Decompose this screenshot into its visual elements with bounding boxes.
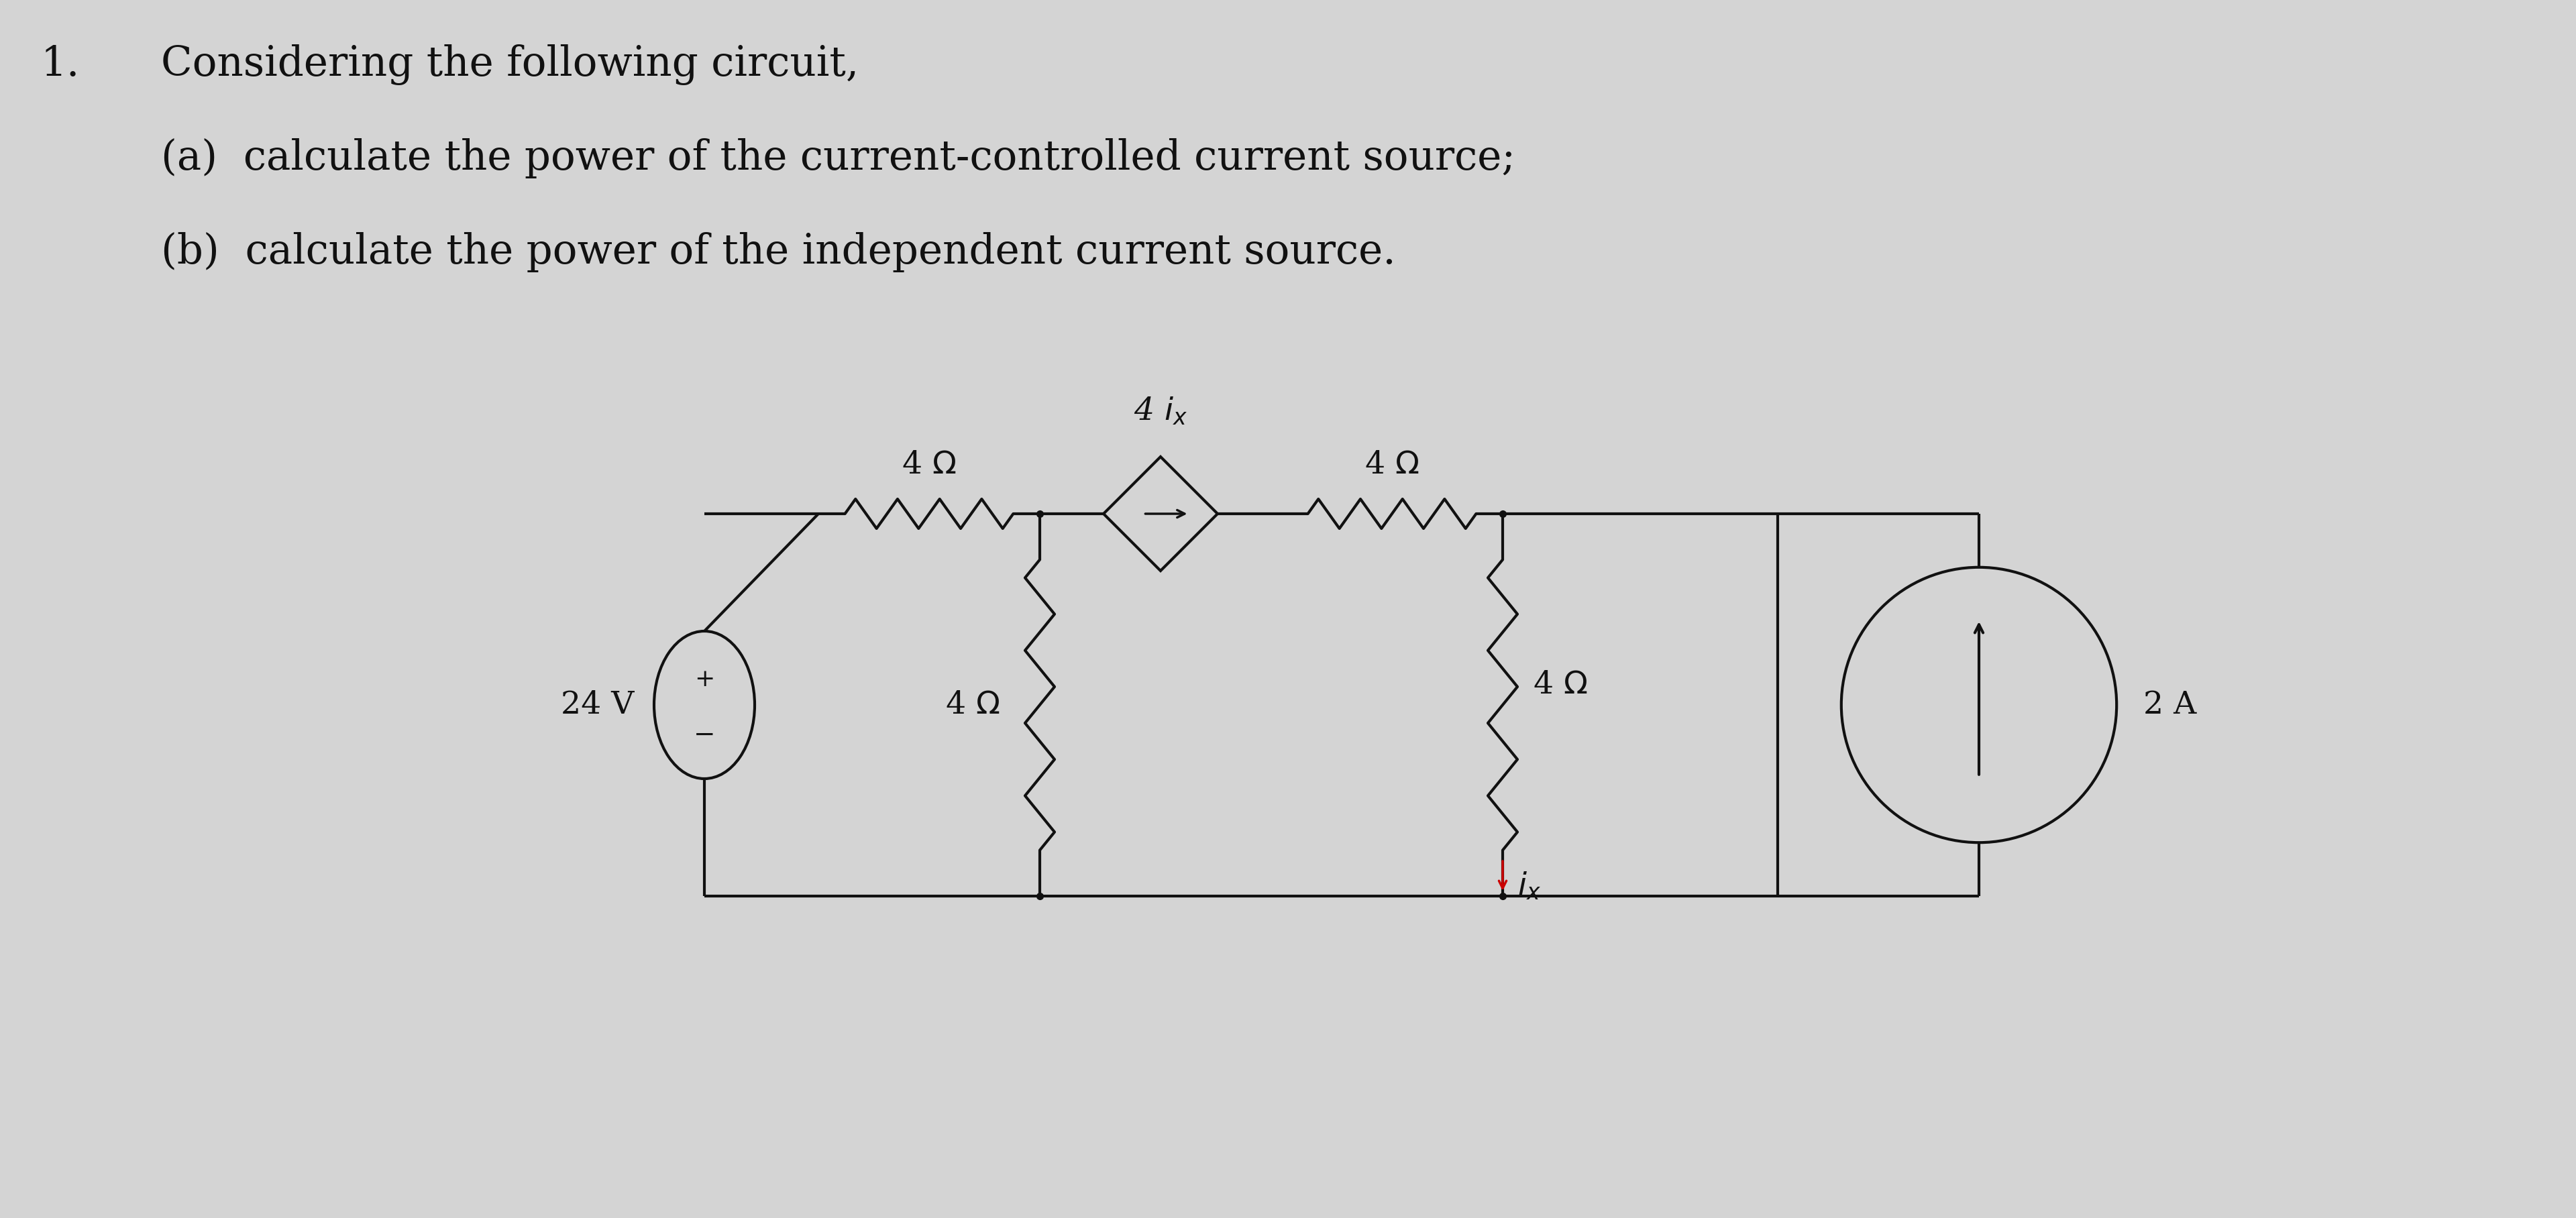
Text: 2 A: 2 A bbox=[2143, 689, 2197, 720]
Text: $i_x$: $i_x$ bbox=[1517, 871, 1540, 901]
Text: 1.: 1. bbox=[41, 44, 80, 84]
Text: 4 $\Omega$: 4 $\Omega$ bbox=[945, 689, 999, 720]
Text: (a)  calculate the power of the current-controlled current source;: (a) calculate the power of the current-c… bbox=[160, 138, 1515, 178]
Text: 4 $\Omega$: 4 $\Omega$ bbox=[902, 449, 956, 480]
Text: 4 $i_x$: 4 $i_x$ bbox=[1133, 396, 1188, 426]
Text: 24 V: 24 V bbox=[562, 689, 634, 720]
Text: Considering the following circuit,: Considering the following circuit, bbox=[160, 44, 858, 85]
Text: −: − bbox=[693, 722, 716, 748]
Text: 4 $\Omega$: 4 $\Omega$ bbox=[1533, 670, 1587, 700]
Text: +: + bbox=[693, 667, 714, 691]
Text: 4 $\Omega$: 4 $\Omega$ bbox=[1365, 449, 1419, 480]
Text: (b)  calculate the power of the independent current source.: (b) calculate the power of the independe… bbox=[160, 233, 1396, 273]
